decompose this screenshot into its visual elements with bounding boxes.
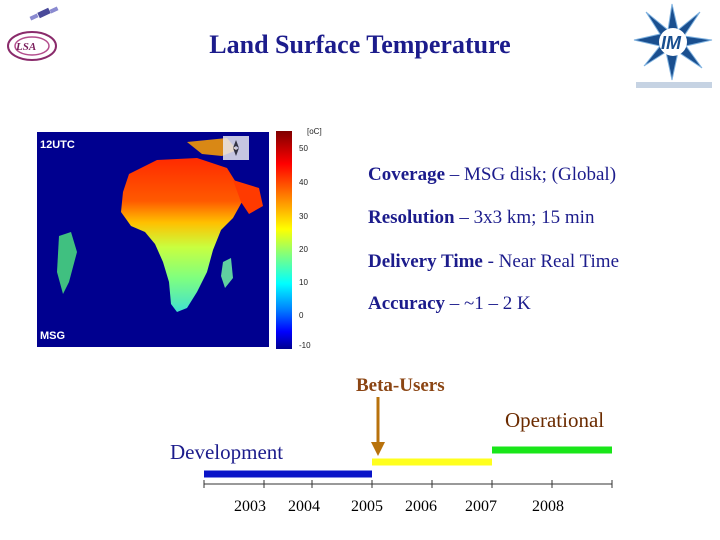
color-scale-bar — [276, 131, 292, 349]
bullet-delivery-time: Delivery Time - Near Real Time — [368, 251, 619, 273]
lst-map: 12UTC MSG — [37, 132, 269, 347]
year-label: 2006 — [405, 498, 437, 515]
bullet-coverage: Coverage – MSG disk; (Global) — [368, 164, 616, 186]
year-label: 2007 — [465, 498, 497, 515]
colorbar-tick: 50 — [299, 144, 308, 153]
year-label: 2003 — [234, 498, 266, 515]
institute-logo: IM — [633, 3, 713, 88]
bullet-text: – MSG disk; (Global) — [445, 164, 617, 185]
bullet-key: Coverage — [368, 164, 446, 185]
map-time-label: 12UTC — [40, 139, 75, 151]
colorbar-tick: 20 — [299, 245, 308, 254]
year-label: 2005 — [351, 498, 383, 515]
colorbar-tick: 0 — [299, 311, 304, 320]
colorbar-tick: 30 — [299, 212, 308, 221]
operational-label: Operational — [505, 408, 605, 432]
year-label: 2004 — [288, 498, 320, 515]
beta-arrow-head — [371, 442, 385, 456]
svg-text:LSA: LSA — [15, 41, 36, 53]
colorbar-unit: [oC] — [307, 127, 322, 136]
bullet-text: – ~1 – 2 K — [445, 293, 531, 314]
bullet-accuracy: Accuracy – ~1 – 2 K — [368, 293, 531, 315]
colorbar-tick: -10 — [299, 341, 311, 350]
svg-text:IM: IM — [661, 33, 682, 53]
colorbar-tick: 40 — [299, 178, 308, 187]
development-label: Development — [170, 440, 284, 464]
map-source-label: MSG — [40, 330, 66, 342]
bullet-text: – 3x3 km; 15 min — [454, 207, 595, 228]
bullet-key: Accuracy — [368, 293, 446, 314]
beta-users-label: Beta-Users — [356, 375, 445, 396]
year-label: 2008 — [532, 498, 564, 515]
bullet-text: - Near Real Time — [482, 251, 620, 272]
bullet-key: Delivery Time — [368, 251, 483, 272]
lsa-saf-logo: LSA — [7, 6, 59, 61]
page-title: Land Surface Temperature — [209, 30, 511, 59]
africa-lst-image — [57, 136, 263, 312]
bullet-resolution: Resolution – 3x3 km; 15 min — [368, 207, 594, 229]
colorbar-tick: 10 — [299, 278, 308, 287]
bullet-key: Resolution — [368, 207, 455, 228]
